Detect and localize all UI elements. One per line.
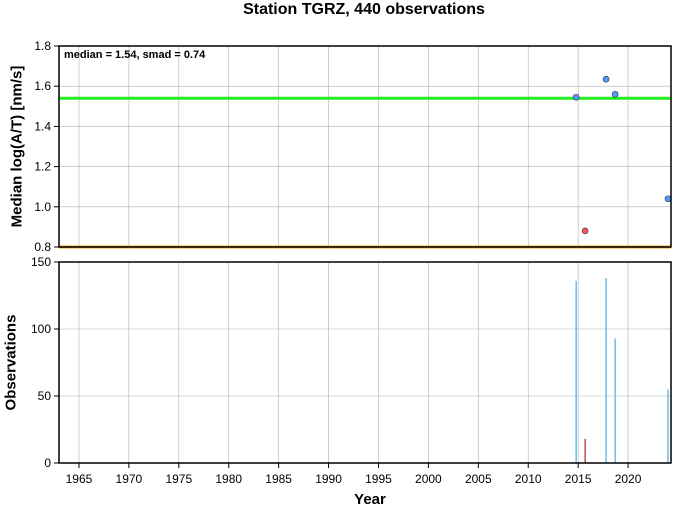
x-tick-label: 2020: [615, 472, 642, 486]
median-panel-y-ticks: 0.8 1.0 1.2 1.4 1.6 1.8: [34, 39, 59, 254]
y-tick-label: 150: [31, 255, 51, 269]
median-panel-grid: [59, 45, 671, 248]
y-tick-label: 0: [44, 456, 51, 470]
observations-panel-y-ticks: 0 50 100 150: [31, 255, 59, 470]
x-tick-label: 2015: [565, 472, 592, 486]
observations-panel-frame: [58, 261, 672, 464]
median-panel-points: [572, 75, 672, 235]
scatter-point: [572, 93, 580, 101]
observations-panel-bars: [575, 278, 669, 463]
x-tick-label: 1980: [215, 472, 242, 486]
x-tick-label: 1965: [66, 472, 93, 486]
median-annotation: median = 1.54, smad = 0.74: [64, 49, 206, 61]
median-panel-y-label: Median log(A/T) [nm/s]: [8, 66, 25, 228]
scatter-point: [611, 90, 619, 98]
x-tick-label: 2005: [465, 472, 492, 486]
x-tick-label: 2000: [415, 472, 442, 486]
observations-panel-y-label: Observations: [2, 315, 19, 411]
y-tick-label: 0.8: [34, 240, 51, 254]
median-panel: 0.8 1.0 1.2 1.4 1.6 1.8 median = 1.54, smad =…: [8, 39, 672, 254]
x-axis-label: Year: [354, 491, 386, 508]
y-tick-label: 1.6: [34, 79, 51, 93]
scatter-point: [581, 227, 589, 235]
x-tick-label: 1995: [365, 472, 392, 486]
observations-panel-grid: [59, 261, 671, 464]
x-tick-label: 1975: [165, 472, 192, 486]
observations-panel: 0 50 100 150 1965 1970 1975 1980 1985 1990 1995 20…: [2, 255, 672, 508]
observations-panel-x-ticks: 1965 1970 1975 1980 1985 1990 1995 2000 2005 2010…: [66, 463, 642, 486]
y-tick-label: 1.0: [34, 200, 51, 214]
y-tick-label: 100: [31, 322, 51, 336]
x-tick-label: 1990: [315, 472, 342, 486]
median-panel-frame: [58, 45, 672, 248]
scatter-point: [664, 195, 672, 203]
x-tick-label: 1985: [265, 472, 292, 486]
y-tick-label: 1.4: [34, 119, 51, 133]
chart-title: Station TGRZ, 440 observations: [243, 1, 485, 18]
median-panel-reference-lines: [59, 96, 671, 249]
x-tick-label: 1970: [116, 472, 143, 486]
y-tick-label: 1.8: [34, 39, 51, 53]
y-tick-label: 50: [38, 389, 52, 403]
x-tick-label: 2010: [515, 472, 542, 486]
scatter-point: [602, 75, 610, 83]
y-tick-label: 1.2: [34, 160, 51, 174]
